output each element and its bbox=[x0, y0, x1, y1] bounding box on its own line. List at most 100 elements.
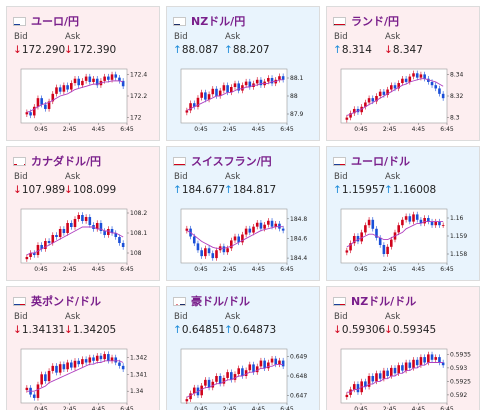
card-header[interactable]: NZドル/ドル bbox=[333, 293, 416, 309]
ask-label: Ask bbox=[385, 32, 401, 42]
candle-body bbox=[73, 219, 77, 227]
ask-value: ↓172.390 bbox=[64, 44, 117, 56]
candle-body bbox=[390, 239, 393, 247]
price-chart[interactable]: 1.342 1.341 1.34 0:45 2:45 4:45 6:45 bbox=[7, 343, 160, 410]
x-tick-label: 2:45 bbox=[383, 406, 397, 410]
candle-body bbox=[352, 236, 356, 244]
candle-body bbox=[66, 362, 69, 370]
candle-body bbox=[107, 229, 110, 235]
rate-card-zarjpy[interactable]: ランド/円 Bid Ask ↑8.314 ↓8.347 8.34 8.32 8.3 0… bbox=[326, 6, 480, 141]
rate-card-eurusd[interactable]: ユーロ/ドル Bid Ask ↑1.15957 ↑1.16008 1.16 1.1… bbox=[326, 146, 480, 281]
candle-body bbox=[73, 78, 77, 84]
card-header[interactable]: NZドル/円 bbox=[173, 13, 245, 29]
candle-body bbox=[390, 85, 393, 90]
price-chart[interactable]: 0.5935 0.593 0.5925 0.592 0:45 2:45 4:45 6:45 bbox=[327, 343, 480, 410]
card-header[interactable]: 豪ドル/ドル bbox=[173, 293, 250, 309]
price-chart[interactable]: 88.1 88 87.9 0:45 2:45 4:45 6:45 bbox=[167, 63, 320, 141]
eu-flag-icon bbox=[13, 16, 26, 26]
candle-body bbox=[364, 381, 367, 387]
candle-body bbox=[349, 113, 352, 118]
candle-body bbox=[40, 98, 43, 105]
candle-body bbox=[438, 357, 441, 363]
bid-value: ↓0.59306 bbox=[333, 324, 386, 336]
candle-body bbox=[423, 74, 426, 79]
candle-body bbox=[263, 360, 266, 369]
card-header[interactable]: カナダドル/円 bbox=[13, 153, 101, 169]
candle-body bbox=[88, 76, 92, 82]
rate-card-nzdusd[interactable]: NZドル/ドル Bid Ask ↓0.59306 ↓0.59345 0.5935… bbox=[326, 286, 480, 410]
candle-body bbox=[378, 91, 382, 96]
ask-arrow-icon: ↑ bbox=[224, 44, 233, 56]
rate-card-audusd[interactable]: 豪ドル/ドル Bid Ask ↑0.64851 ↑0.64873 0.649 0.… bbox=[166, 286, 320, 410]
ask-label: Ask bbox=[385, 312, 401, 322]
rate-card-eurjpy[interactable]: ユーロ/円 Bid Ask ↓172.290 ↓172.390 172.4 172… bbox=[6, 6, 160, 141]
candle-body bbox=[25, 387, 29, 390]
ask-label: Ask bbox=[225, 32, 241, 42]
card-header[interactable]: ユーロ/円 bbox=[13, 13, 79, 29]
pair-title: カナダドル/円 bbox=[31, 155, 102, 168]
candle-body bbox=[118, 237, 121, 243]
rate-card-gbpusd[interactable]: 英ポンド/ドル Bid Ask ↓1.34131 ↓1.34205 1.342 1… bbox=[6, 286, 160, 410]
ask-value: ↑88.207 bbox=[224, 44, 270, 56]
candle-body bbox=[226, 248, 229, 253]
ask-value: ↓108.099 bbox=[64, 184, 117, 196]
candle-body bbox=[226, 85, 229, 93]
price-chart[interactable]: 1.16 1.159 1.158 0:45 2:45 4:45 6:45 bbox=[327, 203, 480, 281]
card-header[interactable]: 英ポンド/ドル bbox=[13, 293, 101, 309]
x-tick-label: 2:45 bbox=[383, 266, 397, 273]
price-chart[interactable]: 0.649 0.648 0.647 0:45 2:45 4:45 6:45 bbox=[167, 343, 320, 410]
candle-body bbox=[107, 76, 110, 80]
candle-body bbox=[211, 253, 215, 259]
candle-body bbox=[211, 381, 215, 388]
rate-card-cadjpy[interactable]: カナダドル/円 Bid Ask ↓107.989 ↓108.099 108.2 1… bbox=[6, 146, 160, 281]
x-tick-label: 4:45 bbox=[92, 266, 106, 273]
x-tick-label: 2:45 bbox=[223, 406, 237, 410]
candle-body bbox=[386, 89, 389, 95]
candle-body bbox=[241, 234, 244, 243]
candle-body bbox=[92, 78, 95, 82]
candle-body bbox=[66, 85, 69, 90]
candle-body bbox=[259, 79, 263, 86]
candle-body bbox=[218, 376, 222, 384]
candle-body bbox=[92, 357, 95, 361]
candle-body bbox=[110, 357, 114, 361]
candle-body bbox=[99, 355, 103, 360]
x-tick-label: 4:45 bbox=[252, 266, 266, 273]
candle-body bbox=[412, 359, 415, 368]
candle-body bbox=[62, 229, 66, 233]
ask-value: ↑184.817 bbox=[224, 184, 277, 196]
candle-body bbox=[267, 78, 270, 82]
candle-body bbox=[430, 221, 434, 226]
candle-body bbox=[382, 91, 386, 95]
candle-body bbox=[118, 362, 121, 366]
card-header[interactable]: スイスフラン/円 bbox=[173, 153, 272, 169]
x-tick-label: 6:45 bbox=[440, 126, 454, 133]
price-chart[interactable]: 184.8 184.6 184.4 0:45 2:45 4:45 6:45 bbox=[167, 203, 320, 281]
candle-body bbox=[404, 78, 408, 82]
pair-title: ユーロ/円 bbox=[31, 15, 80, 28]
candle-body bbox=[248, 228, 252, 233]
rate-card-nzdjpy[interactable]: NZドル/円 Bid Ask ↑88.087 ↑88.207 88.1 88 87.… bbox=[166, 6, 320, 141]
candle-body bbox=[110, 229, 114, 233]
candle-body bbox=[252, 226, 255, 233]
ask-arrow-icon: ↓ bbox=[384, 324, 393, 336]
candle-body bbox=[233, 236, 237, 241]
candle-body bbox=[47, 370, 51, 382]
price-chart[interactable]: 108.2 108.1 108 0:45 2:45 4:45 6:45 bbox=[7, 203, 160, 281]
y-tick-label: 108 bbox=[130, 250, 142, 257]
candle-body bbox=[114, 357, 118, 363]
card-header[interactable]: ランド/円 bbox=[333, 13, 399, 29]
price-chart[interactable]: 172.4 172.2 172 0:45 2:45 4:45 6:45 bbox=[7, 63, 160, 141]
x-tick-label: 0:45 bbox=[194, 266, 208, 273]
candle-body bbox=[441, 225, 445, 226]
rate-card-chfjpy[interactable]: スイスフラン/円 Bid Ask ↑184.677 ↑184.817 184.8… bbox=[166, 146, 320, 281]
candle-body bbox=[32, 253, 36, 255]
candle-body bbox=[58, 87, 62, 92]
candle-body bbox=[378, 373, 382, 379]
price-chart[interactable]: 8.34 8.32 8.3 0:45 2:45 4:45 6:45 bbox=[327, 63, 480, 141]
pair-title: スイスフラン/円 bbox=[191, 155, 272, 168]
candle-body bbox=[62, 364, 66, 370]
y-tick-label: 88.1 bbox=[290, 75, 304, 82]
candle-body bbox=[259, 222, 263, 229]
card-header[interactable]: ユーロ/ドル bbox=[333, 153, 410, 169]
